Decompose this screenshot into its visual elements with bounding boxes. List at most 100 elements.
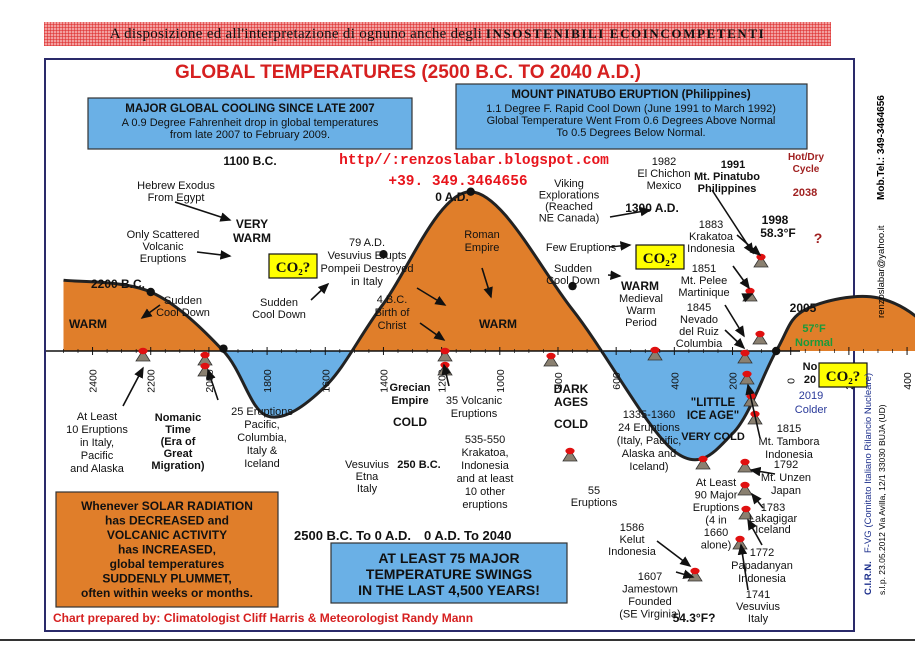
annotation-label: 250 B.C. [397, 459, 440, 471]
annotation-label: 1991 [721, 159, 745, 171]
x-tick-label: 2400 [88, 369, 100, 393]
solar-box-text: Whenever SOLAR RADIATION has DECREASED an… [81, 499, 253, 600]
region-normal: 57°F Normal [795, 323, 833, 349]
volcano-icon [732, 540, 748, 550]
annotation-arrow [140, 304, 161, 319]
annotation-arrow [751, 492, 764, 509]
annotation-arrow [174, 201, 232, 222]
label-2005: 2005 [790, 301, 817, 315]
annotation-label: 25 Eruptions Pacific, Columbia, Italy & Icel… [231, 406, 293, 470]
annotation-label: 1783 Lakagigar Iceland [749, 502, 798, 536]
annotation-arrow [416, 287, 447, 306]
annotation-arrow [732, 265, 750, 290]
cooling-box-title: MAJOR GLOBAL COOLING SINCE LATE 2007 [125, 103, 374, 115]
point-0ad [771, 346, 781, 356]
volcano-icon [687, 572, 703, 582]
x-tick-label: 1000 [495, 369, 507, 393]
label-1998: 1998 [762, 213, 789, 227]
annotation-label: 1851 Mt. Pelee Martinique [678, 263, 729, 299]
volcano-icon-lava [698, 455, 708, 463]
co2-badge-text: CO₂? [643, 251, 678, 267]
period-label-bc: 2500 B.C. To 0 A.D. [294, 528, 411, 543]
co2-badge [268, 253, 318, 279]
region-dark-ages: DARK AGES [554, 382, 589, 409]
x-tick-label: 2200 [146, 369, 158, 393]
annotation-label: 1845 Nevado del Ruiz Columbia [676, 302, 723, 350]
credit-text: Chart prepared by: Climatologist Cliff H… [53, 611, 473, 625]
cooling-box [87, 97, 413, 150]
annotation-arrow [675, 569, 695, 579]
banner-strong-text: INSOSTENIBILI ECOINCOMPETENTI [485, 26, 766, 41]
annotation-label: 55 Eruptions [571, 485, 618, 509]
point-2200bc [146, 287, 155, 297]
annotation-label: At Least 10 Eruptions in Italy, Pacific and … [66, 411, 128, 475]
volcano-icon-lava [741, 505, 751, 513]
volcano-icon-lava [200, 362, 210, 370]
region-hot-dry: Hot/Dry Cycle [788, 152, 825, 175]
co2-badge [818, 362, 868, 388]
pinatubo-box [455, 83, 808, 150]
region-colder: 2019 Colder [795, 390, 828, 416]
banner-lead-text: A disposizione ed all'interpretazione di… [109, 26, 483, 42]
annotation-label: 1792 Mt. Unzen Japan [761, 459, 811, 497]
annotation-label: Hebrew Exodus From Egypt [137, 180, 215, 204]
co2-badge-text: CO₂? [276, 260, 311, 276]
bottom-divider [0, 639, 915, 641]
blog-url: http//:renzoslabar.blogspot.com [339, 153, 609, 169]
volcano-icon-lava [546, 352, 556, 360]
annotation-arrow [741, 293, 754, 303]
period-label-ad: 0 A.D. To 2040 [424, 528, 511, 543]
annotation-label: Roman Empire [464, 229, 499, 254]
region-warm-2: WARM [479, 317, 517, 331]
annotation-label: Sudden Cool Down [156, 295, 210, 319]
pinatubo-box-title: MOUNT PINATUBO ERUPTION (Philippines) [511, 89, 751, 101]
annotation-label: Medieval Warm Period [619, 293, 663, 329]
pinatubo-box-text: 1.1 Degree F. Rapid Cool Down (June 1991… [486, 103, 776, 139]
phone-number: +39. 349.3464656 [388, 174, 527, 190]
x-tick-label: 0 [786, 378, 798, 384]
annotation-label: Vesuvius Etna Italy [345, 459, 390, 495]
region-warm-1: WARM [69, 317, 107, 331]
annotation-label: 1335-1360 24 Eruptions (Italy, Pacific, Ala… [617, 409, 682, 473]
volcano-icon [752, 335, 768, 345]
warm-area [63, 191, 915, 351]
point-1100bc [466, 187, 475, 196]
region-grecian: Grecian Empire [390, 382, 431, 407]
volcano-icon-lava [200, 351, 210, 359]
annotation-label: At Least 90 Major Eruptions (4 in 1660 alone) [693, 477, 740, 552]
annotation-label: 35 Volcanic Eruptions [446, 395, 503, 420]
x-tick-label: 600 [611, 372, 623, 390]
annotation-label: 1586 Kelut Indonesia [608, 522, 657, 558]
side-phone: Mob.Tel.: 349-3464656 [876, 95, 887, 200]
volcano-icon-lava [740, 481, 750, 489]
annotation-arrow [481, 267, 493, 299]
x-tick-label: 200 [728, 372, 740, 390]
annotation-arrow [736, 234, 762, 257]
temperature-line [63, 190, 915, 462]
annotation-arrow [310, 282, 330, 301]
volcano-icon [737, 486, 753, 496]
volcano-icon-lava [755, 330, 765, 338]
co2-badge [635, 244, 685, 270]
annotation-arrow [745, 383, 761, 439]
region-warm-3: WARM [621, 279, 659, 293]
x-tick-label: 800 [553, 372, 565, 390]
volcano-icon-lava [440, 347, 450, 355]
label-low-temp: 54.3°F? [673, 611, 716, 625]
volcano-icon [562, 452, 578, 462]
label-0ad: 0 A.D. [435, 190, 469, 204]
volcano-icon-lava [690, 567, 700, 575]
annotation-label: Sudden Cool Down [546, 263, 600, 287]
annotation-arrow [724, 304, 745, 338]
cold-area [63, 351, 915, 460]
annotation-arrow [122, 366, 144, 407]
chart-title: GLOBAL TEMPERATURES (2500 B.C. TO 2040 A… [175, 62, 641, 83]
annotation-label: Few Eruptions [546, 242, 617, 254]
volcano-icon [695, 460, 711, 470]
volcano-icon [135, 352, 151, 362]
annotation-arrow [608, 241, 632, 251]
point-scattered [379, 250, 388, 259]
volcano-icon-lava [138, 347, 148, 355]
volcano-icon [737, 463, 753, 473]
